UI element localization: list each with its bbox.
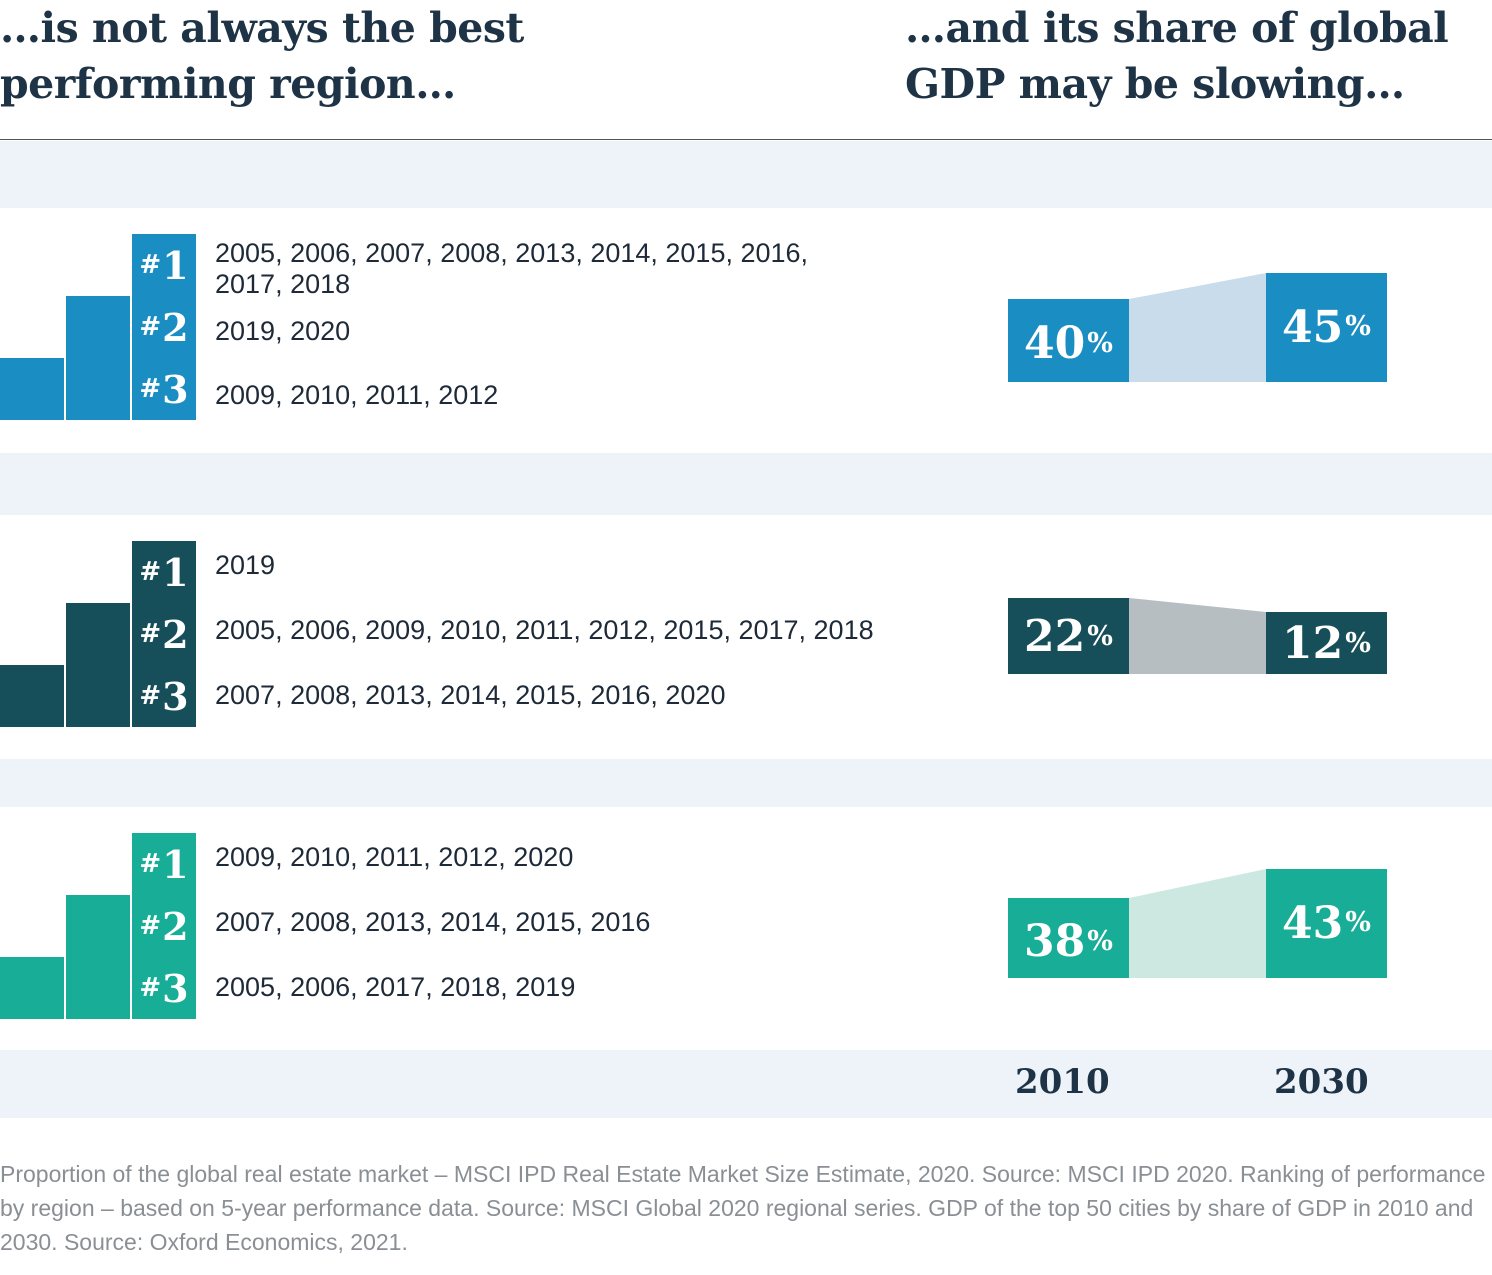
x-tick-label-2030: 2030 bbox=[1274, 1062, 1369, 1102]
rank-years-1: 2019 bbox=[215, 550, 276, 580]
rank-number: 3 bbox=[162, 965, 189, 1011]
rank-hash: # bbox=[139, 681, 162, 711]
gdp-share-value: 45 bbox=[1282, 302, 1344, 353]
gdp-share-unit: % bbox=[1087, 328, 1113, 359]
gdp-share-value: 38 bbox=[1024, 915, 1086, 967]
gdp-share-unit: % bbox=[1345, 627, 1371, 659]
rank-hash: # bbox=[139, 973, 162, 1003]
rank-hash: # bbox=[139, 557, 162, 587]
rank-number: 2 bbox=[162, 903, 189, 949]
rank-badge-2: #2 bbox=[132, 296, 196, 358]
gdp-share-bar-2030: 12% bbox=[1266, 612, 1387, 674]
source-footnote: Proportion of the global real estate mar… bbox=[0, 1161, 1486, 1255]
rank-hash: # bbox=[139, 312, 162, 342]
gdp-share-unit: % bbox=[1087, 620, 1113, 652]
right-heading: …and its share of global GDP may be slow… bbox=[905, 4, 1449, 108]
rank-stair-block bbox=[0, 358, 64, 420]
rank-stair-block bbox=[66, 895, 130, 957]
rank-years-3: 2005, 2006, 2017, 2018, 2019 bbox=[215, 972, 576, 1002]
rank-stair-block bbox=[0, 665, 64, 727]
rank-years-3: 2009, 2010, 2011, 2012 bbox=[215, 380, 499, 410]
gdp-share-value: 40 bbox=[1024, 318, 1086, 369]
rank-number: 1 bbox=[162, 549, 189, 595]
gdp-share-unit: % bbox=[1087, 925, 1113, 957]
rank-stair-block bbox=[0, 957, 64, 1019]
gdp-share-bar-2010: 38% bbox=[1008, 898, 1129, 978]
gdp-share-bar-2010: 40% bbox=[1008, 299, 1129, 382]
x-tick-label-2010: 2010 bbox=[1015, 1062, 1110, 1102]
rank-hash: # bbox=[139, 374, 162, 404]
rank-number: 3 bbox=[162, 673, 189, 719]
rank-stair-block bbox=[66, 296, 130, 358]
gdp-share-value: 22 bbox=[1024, 610, 1086, 662]
rank-badge-2: #2 bbox=[132, 895, 196, 957]
rank-badge-3: #3 bbox=[132, 358, 196, 420]
gdp-share-value: 12 bbox=[1282, 617, 1344, 669]
rank-stair-block bbox=[66, 358, 130, 420]
background-band bbox=[0, 453, 1492, 515]
background-band bbox=[0, 1050, 1492, 1118]
rank-badge-1: #1 bbox=[132, 541, 196, 603]
rank-stair-block bbox=[66, 603, 130, 665]
rank-hash: # bbox=[139, 250, 162, 280]
rank-number: 3 bbox=[162, 366, 189, 412]
rank-years-1: 2009, 2010, 2011, 2012, 2020 bbox=[215, 842, 574, 872]
rank-badge-1: #1 bbox=[132, 833, 196, 895]
left-heading: …is not always the best performing regio… bbox=[0, 4, 524, 108]
region-3: #1 2009, 2010, 2011, 2012, 2020 #2 2007, 20… bbox=[0, 807, 1492, 1112]
rank-number: 1 bbox=[162, 841, 189, 887]
gdp-share-bar-2010: 22% bbox=[1008, 598, 1129, 674]
heading-divider bbox=[0, 139, 1492, 140]
rank-years-2: 2019, 2020 bbox=[215, 316, 351, 346]
gdp-share-unit: % bbox=[1345, 311, 1371, 342]
rank-hash: # bbox=[139, 849, 162, 879]
rank-stair-block bbox=[66, 957, 130, 1019]
gdp-share-unit: % bbox=[1345, 907, 1371, 938]
background-band bbox=[0, 141, 1492, 208]
rank-number: 1 bbox=[162, 242, 189, 288]
rank-years-1: 2005, 2006, 2007, 2008, 2013, 2014, 2015… bbox=[215, 238, 809, 299]
gdp-share-bar-2030: 43% bbox=[1266, 869, 1387, 978]
rank-hash: # bbox=[139, 911, 162, 941]
rank-badge-1: #1 bbox=[132, 234, 196, 296]
rank-years-2: 2007, 2008, 2013, 2014, 2015, 2016 bbox=[215, 907, 651, 937]
background-band bbox=[0, 759, 1492, 807]
rank-number: 2 bbox=[162, 611, 189, 657]
rank-years-2: 2005, 2006, 2009, 2010, 2011, 2012, 2015… bbox=[215, 615, 874, 645]
rank-number: 2 bbox=[162, 304, 189, 350]
rank-badge-3: #3 bbox=[132, 957, 196, 1019]
rank-hash: # bbox=[139, 619, 162, 649]
rank-stair-block bbox=[66, 665, 130, 727]
rank-badge-2: #2 bbox=[132, 603, 196, 665]
gdp-share-bar-2030: 45% bbox=[1266, 273, 1387, 382]
rank-years-3: 2007, 2008, 2013, 2014, 2015, 2016, 2020 bbox=[215, 680, 726, 710]
region-2: #1 2019 #2 2005, 2006, 2009, 2010, 2011, 20… bbox=[0, 515, 1492, 820]
gdp-share-value: 43 bbox=[1282, 898, 1344, 949]
rank-badge-3: #3 bbox=[132, 665, 196, 727]
region-1: #1 2005, 2006, 2007, 2008, 2013, 2014, 20… bbox=[0, 208, 1492, 513]
